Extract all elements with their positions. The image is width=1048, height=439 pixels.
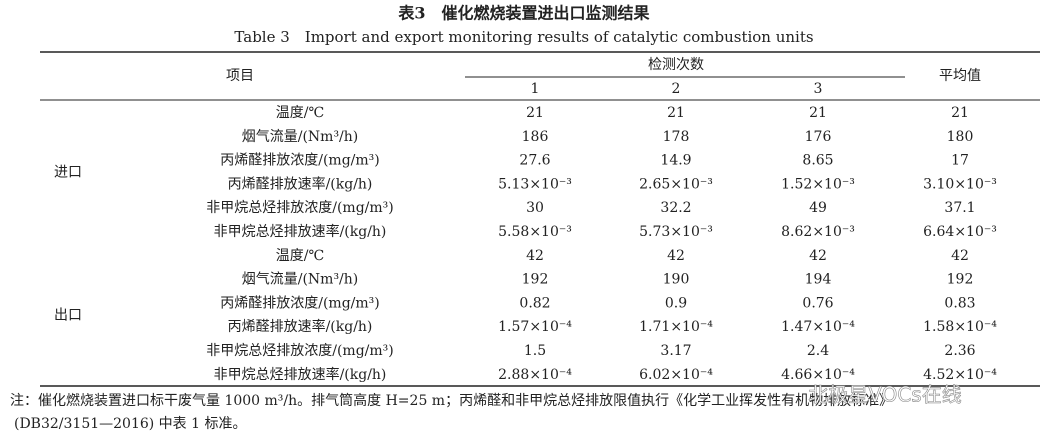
row-label: 温度/℃ xyxy=(276,105,324,121)
cell-value: 1.5 xyxy=(524,343,546,359)
note: 注：催化燃烧装置进口标干废气量 1000 m³/h。排气筒高度 H=25 m；丙… xyxy=(10,392,893,409)
cell-value: 6.64×10⁻³ xyxy=(923,224,997,240)
cell-value: 2.88×10⁻⁴ xyxy=(498,367,572,383)
row-label: 非甲烷总烃排放浓度/(mg/m³) xyxy=(206,343,393,359)
cell-value: 8.62×10⁻³ xyxy=(781,224,855,240)
row-label: 丙烯醛排放速率/(kg/h) xyxy=(228,175,373,192)
row-label: 烟气流量/(Nm³/h) xyxy=(242,129,359,145)
cell-value: 2.65×10⁻³ xyxy=(639,176,713,192)
cell-value: 190 xyxy=(663,272,690,288)
row-label: 非甲烷总烃排放速率/(kg/h) xyxy=(214,366,387,383)
cell-value: 32.2 xyxy=(660,200,691,216)
cell-value: 6.02×10⁻⁴ xyxy=(639,367,713,383)
cell-value: 4.52×10⁻⁴ xyxy=(923,367,997,383)
cell-value: 3.17 xyxy=(660,343,691,359)
header-tests: 检测次数 xyxy=(648,57,704,73)
cell-value: 27.6 xyxy=(519,153,550,169)
cell-value: 2.36 xyxy=(944,343,975,359)
cell-value: 5.13×10⁻³ xyxy=(498,176,572,192)
cell-value: 21 xyxy=(526,105,544,121)
cell-value: 2.4 xyxy=(807,343,829,359)
cell-value: 37.1 xyxy=(944,200,975,216)
cell-value: 42 xyxy=(809,248,827,264)
cell-value: 17 xyxy=(951,153,969,169)
header-run: 3 xyxy=(814,81,823,97)
header-item: 项目 xyxy=(226,68,254,84)
cell-value: 42 xyxy=(951,248,969,264)
cell-value: 180 xyxy=(947,129,974,145)
cell-value: 192 xyxy=(522,272,549,288)
row-label: 丙烯醛排放浓度/(mg/m³) xyxy=(220,295,379,311)
watermark: 北极星VOCs在线 xyxy=(808,383,961,407)
cell-value: 1.47×10⁻⁴ xyxy=(781,319,855,335)
cell-value: 14.9 xyxy=(660,153,691,169)
row-label: 丙烯醛排放速率/(kg/h) xyxy=(228,318,373,335)
cell-value: 178 xyxy=(663,129,690,145)
cell-value: 3.10×10⁻³ xyxy=(923,176,997,192)
cell-value: 21 xyxy=(951,105,969,121)
cell-value: 42 xyxy=(667,248,685,264)
cell-value: 5.73×10⁻³ xyxy=(639,224,713,240)
cell-value: 42 xyxy=(526,248,544,264)
cell-value: 1.52×10⁻³ xyxy=(781,176,855,192)
row-label: 丙烯醛排放浓度/(mg/m³) xyxy=(220,153,379,169)
cell-value: 1.57×10⁻⁴ xyxy=(498,319,572,335)
cell-value: 21 xyxy=(667,105,685,121)
cell-value: 21 xyxy=(809,105,827,121)
title-cn: 表3 催化燃烧装置进出口监测结果 xyxy=(397,4,649,23)
row-label: 烟气流量/(Nm³/h) xyxy=(242,272,359,288)
row-label: 温度/℃ xyxy=(276,248,324,264)
row-label: 非甲烷总烃排放浓度/(mg/m³) xyxy=(206,200,393,216)
cell-value: 1.71×10⁻⁴ xyxy=(639,319,713,335)
header-run: 2 xyxy=(672,81,681,97)
row-label: 非甲烷总烃排放速率/(kg/h) xyxy=(214,223,387,240)
cell-value: 30 xyxy=(526,200,544,216)
cell-value: 0.82 xyxy=(519,295,550,311)
cell-value: 49 xyxy=(809,200,827,216)
cell-value: 5.58×10⁻³ xyxy=(498,224,572,240)
header-average: 平均值 xyxy=(939,68,981,84)
cell-value: 176 xyxy=(805,129,832,145)
group-label: 进口 xyxy=(54,165,82,181)
cell-value: 192 xyxy=(947,272,974,288)
title-en: Table 3 Import and export monitoring res… xyxy=(234,28,813,46)
cell-value: 8.65 xyxy=(802,153,833,169)
group-label: 出口 xyxy=(54,307,82,323)
cell-value: 0.83 xyxy=(944,295,975,311)
cell-value: 0.9 xyxy=(665,295,687,311)
cell-value: 194 xyxy=(805,272,832,288)
cell-value: 4.66×10⁻⁴ xyxy=(781,367,855,383)
header-run: 1 xyxy=(531,81,540,97)
cell-value: 1.58×10⁻⁴ xyxy=(923,319,997,335)
note: (DB32/3151—2016) 中表 1 标准。 xyxy=(14,416,246,432)
cell-value: 0.76 xyxy=(802,295,833,311)
cell-value: 186 xyxy=(522,129,549,145)
